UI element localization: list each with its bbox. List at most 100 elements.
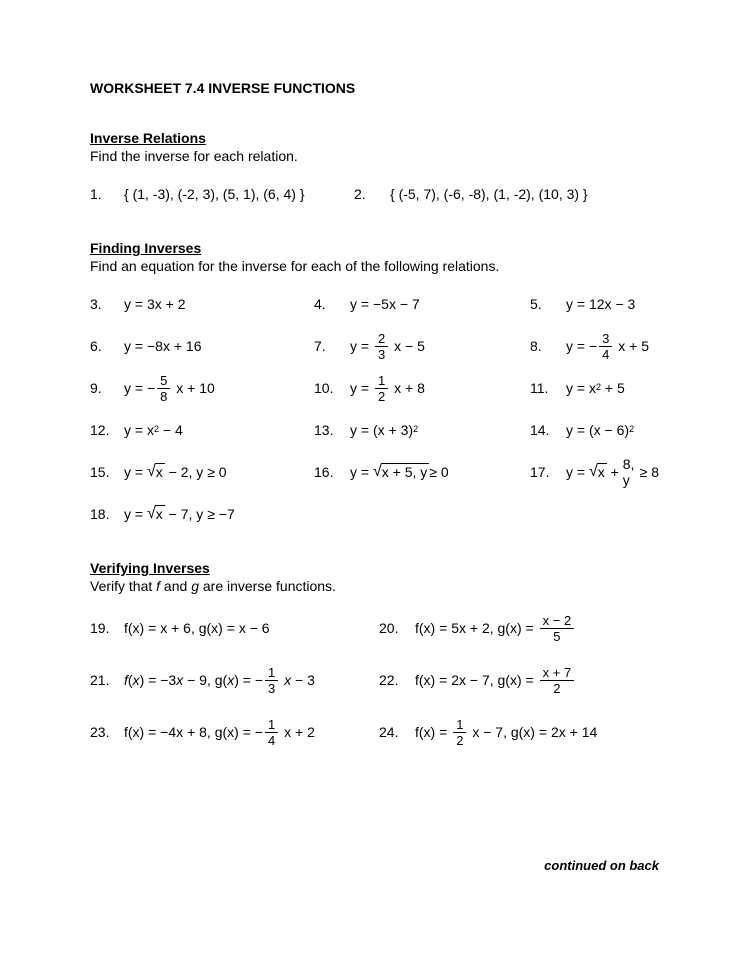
neg-icon: − xyxy=(589,338,597,354)
math-term: (x xyxy=(373,422,385,438)
superscript: 2 xyxy=(413,424,418,434)
math-term: 8 xyxy=(417,380,425,396)
math-term: 8, g(x) xyxy=(199,724,239,740)
math-term: x xyxy=(147,422,154,438)
eq-icon: = xyxy=(135,338,143,354)
math-term: 2, g(x) xyxy=(482,620,522,636)
fraction: x − 2 5 xyxy=(540,613,575,644)
section-inverse-relations: Inverse Relations Find the inverse for e… xyxy=(90,130,659,210)
math-term: 5 xyxy=(617,380,625,396)
problem-row: 18. y = √x − 7, y ≥ −7 xyxy=(90,498,659,530)
neg-icon: − xyxy=(373,296,381,312)
problem-number: 6. xyxy=(90,338,124,354)
math-term: x xyxy=(239,620,246,636)
neg-icon: − xyxy=(147,338,155,354)
problem-row: 21. f(x) = −3x − 9, g(x) = − 13 x − 3 22… xyxy=(90,664,659,696)
superscript: 2 xyxy=(596,382,601,392)
section-verifying-inverses: Verifying Inverses Verify that f and g a… xyxy=(90,560,659,748)
problem-body: y = 23 x − 5 xyxy=(350,331,530,362)
eq-icon: = xyxy=(243,672,251,688)
eq-icon: = xyxy=(361,422,369,438)
problem-row: 12. y = x2 − 4 13. y = (x + 3)2 14. y = … xyxy=(90,414,659,446)
eq-icon: = xyxy=(148,672,156,688)
eq-icon: = xyxy=(135,380,143,396)
instr-text: Verify that xyxy=(90,578,156,594)
eq-icon: = xyxy=(148,620,156,636)
math-y: y xyxy=(350,296,357,312)
numerator: 3 xyxy=(599,331,612,346)
math-term: 7, g(x) xyxy=(482,672,522,688)
eq-icon: = xyxy=(361,296,369,312)
radicand: x + 5, y xyxy=(381,463,430,481)
problem-number: 17. xyxy=(530,464,566,480)
section-instruction: Verify that f and g are inverse function… xyxy=(90,578,659,594)
footer-note: continued on back xyxy=(90,858,659,873)
math-term: x xyxy=(382,464,389,480)
problem-body: f(x) = −4x + 8, g(x) = − 14 x + 2 xyxy=(124,717,379,748)
math-term: 3) xyxy=(401,422,413,438)
ge-icon: ≥ xyxy=(429,464,437,480)
problem-row: 23. f(x) = −4x + 8, g(x) = − 14 x + 2 24… xyxy=(90,716,659,748)
problem-row: 3. y = 3x + 2 4. y = −5x − 7 5. y = 12x … xyxy=(90,288,659,320)
math-term: 2 xyxy=(178,296,186,312)
eq-icon: = xyxy=(439,620,447,636)
problem-body: f(x) = −3x − 9, g(x) = − 13 x − 3 xyxy=(124,665,379,696)
math-term: 14 xyxy=(582,724,598,740)
minus-icon: − xyxy=(405,338,413,354)
eq-icon: = xyxy=(439,724,447,740)
numerator: x + 7 xyxy=(540,665,575,680)
math-term: f(x) xyxy=(415,672,435,688)
problem-number: 21. xyxy=(90,672,124,688)
plus-icon: + xyxy=(389,422,397,438)
denominator: 8 xyxy=(157,389,170,404)
instr-text: and xyxy=(160,578,191,594)
problem-number: 3. xyxy=(90,296,124,312)
instr-var: g xyxy=(191,578,199,594)
math-y: y xyxy=(350,422,357,438)
minus-icon: − xyxy=(483,724,491,740)
plus-icon: + xyxy=(174,338,182,354)
eq-icon: = xyxy=(135,464,143,480)
math-term: 0 xyxy=(219,464,227,480)
neg-icon: − xyxy=(147,380,155,396)
math-term: 0 xyxy=(441,464,449,480)
neg-icon: − xyxy=(160,672,168,688)
problem-row: 6. y = −8x + 16 7. y = 23 x − 5 8. y = −… xyxy=(90,330,659,362)
math-term: x xyxy=(394,338,401,354)
problem-body: y = x2 + 5 xyxy=(566,380,659,396)
minus-icon: − xyxy=(169,464,177,480)
math-term: 2x xyxy=(451,672,466,688)
math-term: f(x) xyxy=(124,620,144,636)
eq-icon: = xyxy=(148,724,156,740)
eq-icon: = xyxy=(227,620,235,636)
denominator: 3 xyxy=(375,347,388,362)
numerator: 1 xyxy=(453,717,466,732)
plus-icon: + xyxy=(470,620,478,636)
plus-icon: + xyxy=(171,620,179,636)
eq-icon: = xyxy=(243,724,251,740)
math-term: 5 xyxy=(641,338,649,354)
minus-icon: − xyxy=(470,672,478,688)
math-term: 3x xyxy=(147,296,162,312)
math-y: y xyxy=(350,464,357,480)
problem-body: y = 12 x + 8 xyxy=(350,373,530,404)
sqrt: √x + 5, y xyxy=(373,463,429,481)
problem-number: 20. xyxy=(379,620,415,636)
problem-body: { (1, -3), (-2, 3), (5, 1), (6, 4) } xyxy=(124,186,354,202)
math-y: y xyxy=(566,338,573,354)
math-term: 7 xyxy=(227,506,235,522)
section-finding-inverses: Finding Inverses Find an equation for th… xyxy=(90,240,659,530)
minus-icon: − xyxy=(605,422,613,438)
fraction: x + 7 2 xyxy=(540,665,575,696)
math-y: y xyxy=(124,506,131,522)
math-term: 16 xyxy=(186,338,202,354)
eq-icon: = xyxy=(539,724,547,740)
fraction: 13 xyxy=(265,665,278,696)
problem-number: 8. xyxy=(530,338,566,354)
math-term: x xyxy=(284,672,291,688)
problem-body: { (-5, 7), (-6, -8), (1, -2), (10, 3) } xyxy=(390,186,659,202)
fraction: 12 xyxy=(453,717,466,748)
math-term: f(x) xyxy=(415,620,435,636)
plus-icon: + xyxy=(295,724,303,740)
plus-icon: + xyxy=(187,380,195,396)
